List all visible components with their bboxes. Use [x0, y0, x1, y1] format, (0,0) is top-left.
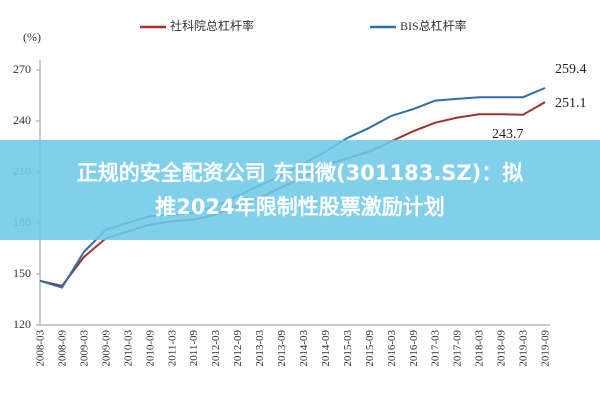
x-tick-label: 2012-03: [210, 330, 222, 367]
y-tick-label: 240: [13, 113, 31, 127]
x-tick-label: 2009-03: [78, 330, 90, 367]
x-tick-label: 2013-03: [254, 330, 266, 367]
annotation: 243.7: [492, 127, 524, 142]
y-axis-label: (%): [23, 30, 41, 44]
headline: 推2024年限制性股票激励计划: [155, 195, 445, 219]
x-tick-label: 2018-09: [496, 330, 508, 367]
headline-banner: 正规的安全配资公司 东田微(301183.SZ)：拟 推2024年限制性股票激励…: [0, 140, 600, 240]
x-tick-label: 2010-09: [144, 330, 156, 367]
x-tick-label: 2018-03: [474, 330, 486, 367]
x-tick-label: 2008-03: [35, 330, 47, 367]
x-tick-label: 2011-09: [188, 330, 200, 367]
x-tick-label: 2014-03: [298, 330, 310, 367]
y-tick-label: 150: [13, 266, 31, 280]
x-tick-label: 2009-09: [100, 330, 112, 367]
x-tick-label: 2011-03: [166, 330, 178, 367]
x-tick-label: 2016-09: [408, 330, 420, 367]
x-tick-label: 2015-03: [342, 330, 354, 367]
legend-label: BIS总杠杆率: [400, 18, 467, 33]
y-tick-label: 120: [13, 317, 31, 331]
x-tick-label: 2019-09: [540, 330, 552, 367]
x-tick-label: 2017-09: [452, 330, 464, 367]
annotation: 259.4: [555, 62, 587, 77]
annotation: 251.1: [555, 96, 587, 111]
headline: 正规的安全配资公司 东田微(301183.SZ)：拟: [76, 161, 524, 185]
x-tick-label: 2014-09: [320, 330, 332, 367]
x-tick-label: 2019-03: [518, 330, 530, 367]
x-tick-label: 2016-03: [386, 330, 398, 367]
x-tick-label: 2013-09: [276, 330, 288, 367]
x-tick-label: 2015-09: [364, 330, 376, 367]
legend-label: 社科院总杠杆率: [170, 18, 254, 33]
x-tick-label: 2012-09: [232, 330, 244, 367]
x-tick-label: 2017-03: [430, 330, 442, 367]
y-tick-label: 270: [13, 62, 31, 76]
x-tick-label: 2008-09: [56, 330, 68, 367]
x-tick-label: 2010-03: [122, 330, 134, 367]
